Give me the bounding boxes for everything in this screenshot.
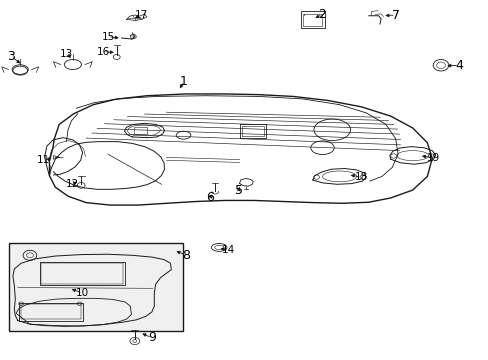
Bar [300,12,325,28]
Text: 4: 4 [454,59,462,72]
Text: 11: 11 [37,155,50,165]
Text: 10: 10 [76,288,89,298]
Bar [20,305,81,319]
Text: 3: 3 [7,50,15,63]
Text: 6: 6 [206,192,214,204]
Bar [9,243,182,330]
Bar [41,263,123,284]
Text: 14: 14 [222,245,235,255]
Text: 5: 5 [234,184,242,197]
Text: 16: 16 [96,46,109,57]
Text: 17: 17 [134,10,147,20]
Text: 19: 19 [426,153,439,163]
Text: 8: 8 [182,249,190,262]
Text: 1: 1 [179,75,187,88]
Text: 18: 18 [354,172,367,182]
Text: 7: 7 [391,9,399,22]
Bar [19,303,82,320]
Text: 9: 9 [147,331,156,344]
Bar [302,14,322,26]
Text: 2: 2 [318,8,326,21]
Text: 13: 13 [60,49,73,59]
Bar [40,262,125,285]
Text: 15: 15 [101,32,114,41]
Text: 12: 12 [66,179,80,189]
